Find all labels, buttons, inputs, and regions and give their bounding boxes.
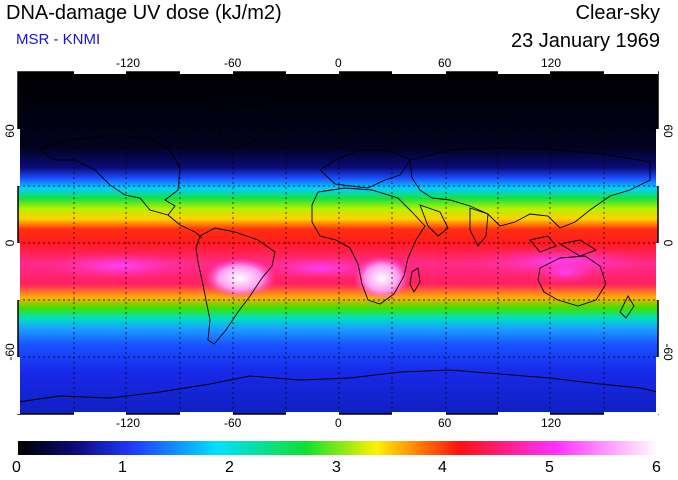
colorbar-label-2: 2 — [225, 459, 234, 476]
colorbar-label-6: 6 — [652, 459, 661, 476]
coastlines — [18, 104, 658, 403]
lon-tick-top-minus60: -60 — [224, 56, 242, 70]
sky-mode-label: Clear-sky — [575, 2, 660, 24]
lon-tick-bottom-minus120: -120 — [116, 416, 141, 430]
colorbar-label-3: 3 — [332, 459, 341, 476]
lon-tick-bottom-60: 60 — [438, 416, 452, 430]
lon-tick-bottom-0: 0 — [335, 416, 342, 430]
lon-tick-top-minus120: -120 — [116, 56, 141, 70]
colorbar-label-1: 1 — [118, 459, 127, 476]
source-label: MSR - KNMI — [16, 31, 101, 48]
south-america-hotspot — [204, 258, 276, 298]
lon-tick-top-120: 120 — [541, 56, 562, 70]
lon-tick-bottom-minus60: -60 — [224, 416, 242, 430]
chart-title: DNA-damage UV dose (kJ/m2) — [6, 2, 282, 24]
colorbar-label-5: 5 — [545, 459, 554, 476]
lon-tick-bottom-120: 120 — [541, 416, 562, 430]
colorbar-label-0: 0 — [12, 459, 21, 476]
date-label: 23 January 1969 — [510, 30, 660, 52]
graticule — [18, 72, 658, 414]
south-africa-hotspot — [354, 256, 410, 300]
frame-ticks — [16, 70, 660, 416]
colorbar — [18, 441, 658, 455]
colorbar-label-4: 4 — [438, 459, 447, 476]
lon-tick-top-0: 0 — [335, 56, 342, 70]
lon-tick-top-60: 60 — [438, 56, 452, 70]
